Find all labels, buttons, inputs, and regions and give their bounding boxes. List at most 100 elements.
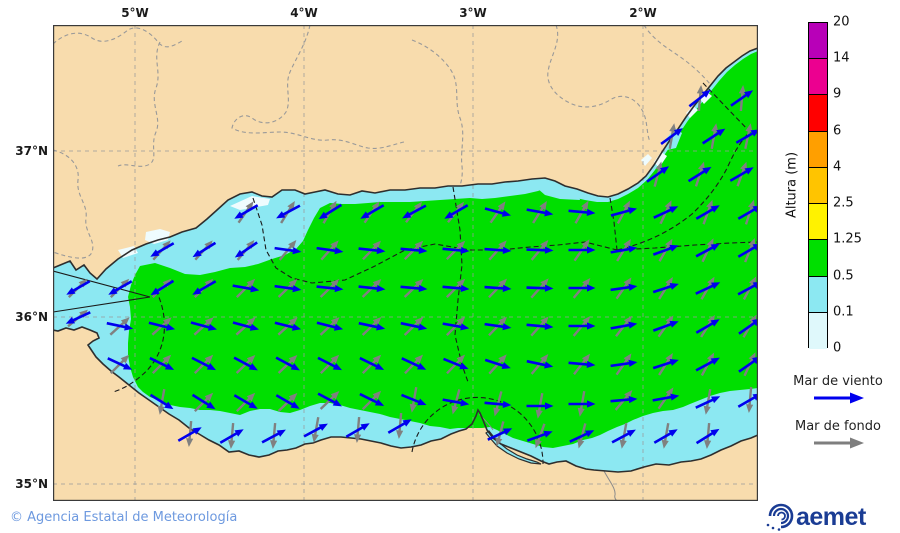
wind-arrow — [192, 280, 217, 295]
swell-arrow — [696, 85, 704, 112]
wind-arrow — [695, 319, 720, 334]
colorbar-segment — [809, 131, 827, 168]
swell-label: Mar de fondo — [794, 419, 882, 434]
wind-arrow — [487, 428, 513, 441]
wind-arrow — [735, 129, 758, 144]
wind-arrow — [65, 311, 91, 324]
wind-arrow — [652, 320, 679, 332]
swell-arrow — [277, 354, 298, 374]
swell-arrow — [488, 316, 508, 337]
lat-tick-label: 35°N — [15, 477, 48, 491]
wind-arrow — [687, 166, 712, 183]
wind-arrow — [484, 358, 511, 369]
wind-arrow — [568, 400, 596, 408]
wind-arrow — [568, 284, 596, 292]
wind-arrow — [317, 356, 343, 371]
swell-arrow — [278, 240, 297, 261]
wind-arrow — [610, 283, 638, 292]
wind-arrow — [484, 400, 512, 409]
swell-arrow — [668, 123, 677, 150]
swell-arrow — [530, 316, 549, 337]
swell-arrow — [109, 317, 130, 336]
colorbar-segment — [809, 59, 827, 96]
swell-arrow — [493, 391, 503, 417]
wind-arrow — [150, 242, 175, 257]
wind-arrow — [652, 283, 679, 294]
wind-arrow — [526, 284, 554, 292]
swell-arrow — [319, 354, 340, 375]
copyright-text: © Agencia Estatal de Meteorología — [10, 510, 238, 525]
swell-arrow — [320, 240, 339, 261]
swell-arrow — [403, 316, 424, 336]
swell-arrow — [311, 416, 320, 443]
wind-arrow — [150, 279, 175, 296]
wind-arrow — [660, 128, 683, 145]
wind-arrow — [192, 241, 217, 258]
colorbar-tick-value: 14 — [833, 50, 850, 66]
swell-arrow — [532, 200, 547, 224]
swell-arrow — [403, 240, 424, 261]
swell-arrow — [193, 392, 214, 413]
wind-arrow — [400, 246, 428, 255]
wind-arrow — [400, 321, 428, 331]
colorbar-tick-value: 0.1 — [833, 304, 854, 320]
wind-arrow — [688, 89, 711, 108]
swell-arrow — [572, 278, 591, 299]
wind-arrow — [232, 321, 260, 331]
wind-arrow — [358, 321, 386, 331]
colorbar-tick-value: 9 — [833, 86, 842, 102]
wind-arrow — [66, 280, 91, 295]
swell-arrow — [445, 240, 466, 261]
swell-arrow — [445, 316, 466, 337]
wind-arrow — [106, 321, 134, 331]
wind-arrow — [234, 204, 259, 219]
wind-arrow — [695, 205, 720, 220]
wind-arrow — [358, 284, 386, 293]
colorbar-segment — [809, 23, 827, 60]
swell-arrow-icon — [814, 437, 864, 449]
wind-arrow — [737, 243, 758, 258]
swell-arrow — [445, 278, 466, 299]
swell-arrow — [530, 240, 549, 261]
wind-arrow — [695, 282, 721, 295]
swell-arrow — [277, 392, 298, 412]
swell-arrow — [319, 390, 340, 410]
wind-arrow — [568, 246, 596, 254]
wind-arrow — [484, 322, 512, 331]
swell-arrow — [661, 422, 670, 449]
swell-arrow — [235, 278, 256, 299]
wind-sea-label: Mar de viento — [793, 374, 883, 389]
swell-arrow — [746, 386, 754, 413]
swell-arrow — [703, 388, 712, 415]
swell-arrow — [530, 354, 549, 375]
wind-arrow — [387, 419, 412, 434]
aemet-logo-text: aemet — [796, 503, 867, 531]
wind-arrow — [738, 356, 758, 373]
wind-arrow — [568, 360, 596, 369]
wind-arrow — [442, 398, 470, 407]
wind-arrow — [316, 321, 344, 331]
wind-arrow — [316, 284, 344, 293]
wind-arrow — [107, 357, 133, 370]
wind-arrow — [359, 356, 385, 370]
wind-arrow — [274, 284, 302, 293]
wind-arrow — [190, 321, 218, 331]
swell-arrow — [157, 388, 166, 415]
wind-arrow — [695, 243, 720, 258]
wind-arrow — [442, 284, 470, 293]
wind-arrow — [610, 321, 638, 330]
swell-arrow — [744, 123, 753, 149]
swell-arrow — [319, 317, 340, 336]
swell-arrow — [488, 278, 508, 299]
wind-arrow — [149, 393, 174, 410]
swell-arrow — [573, 353, 591, 375]
swell-arrow — [451, 389, 461, 415]
swell-arrow — [572, 316, 591, 337]
swell-arrow — [535, 423, 546, 449]
wind-arrow — [737, 205, 758, 220]
colorbar-tick-value: 20 — [833, 14, 850, 30]
wind-arrow — [652, 359, 679, 370]
swell-arrow — [535, 392, 544, 419]
wind-arrow — [233, 356, 258, 371]
lat-tick-label: 37°N — [15, 144, 48, 158]
